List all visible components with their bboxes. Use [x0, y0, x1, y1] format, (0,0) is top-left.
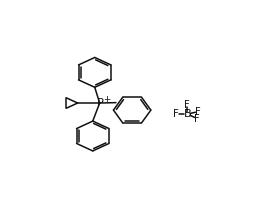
Text: F: F [195, 107, 201, 117]
Text: P: P [97, 98, 104, 108]
Text: F: F [194, 114, 200, 124]
Text: F: F [173, 109, 179, 119]
Text: F: F [184, 100, 190, 110]
Text: +: + [104, 95, 111, 104]
Text: B: B [183, 109, 191, 119]
